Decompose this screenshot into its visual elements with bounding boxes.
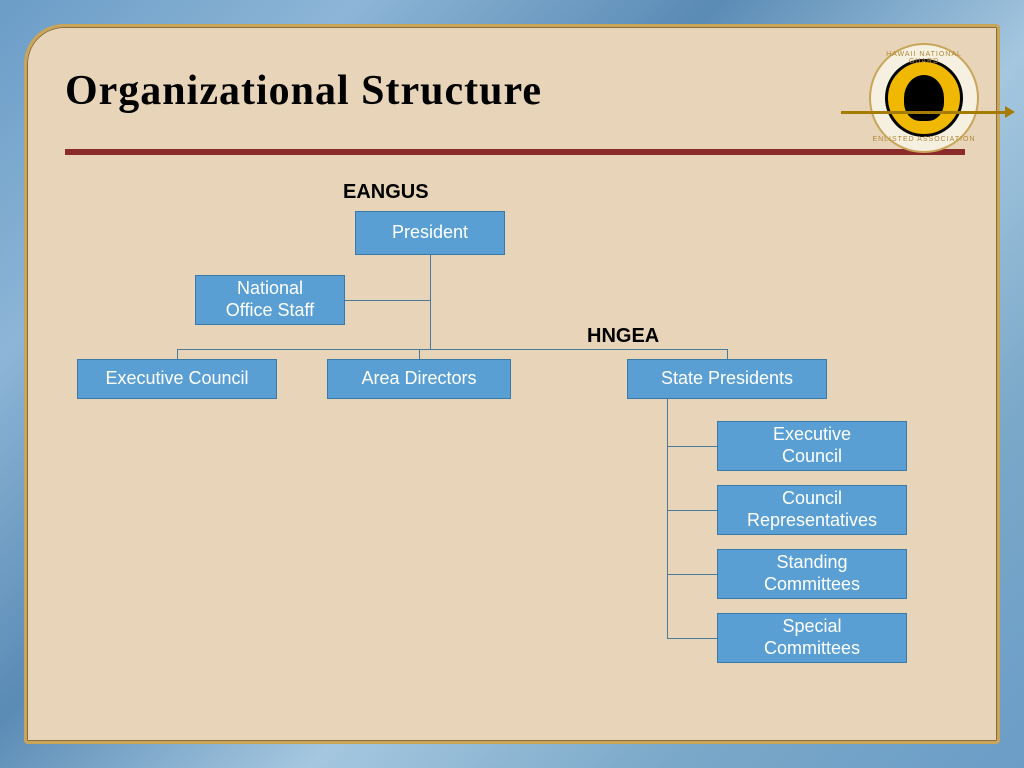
node-exec-council: Executive Council: [77, 359, 277, 399]
connector: [345, 300, 430, 301]
connector: [667, 574, 717, 575]
connector: [430, 255, 431, 349]
connector: [667, 510, 717, 511]
connector: [667, 638, 717, 639]
connector: [177, 349, 178, 359]
node-nat-office-staff: NationalOffice Staff: [195, 275, 345, 325]
connector: [667, 399, 668, 638]
node-standing-comm: StandingCommittees: [717, 549, 907, 599]
node-council-reps: CouncilRepresentatives: [717, 485, 907, 535]
node-state-presidents: State Presidents: [627, 359, 827, 399]
node-area-directors: Area Directors: [327, 359, 511, 399]
node-hngea-exec: ExecutiveCouncil: [717, 421, 907, 471]
connector: [177, 349, 727, 350]
hngea-label: HNGEA: [587, 325, 659, 348]
connector: [727, 349, 728, 359]
slide-frame: Organizational Structure HAWAII NATIONAL…: [24, 24, 1000, 744]
connector: [667, 446, 717, 447]
org-chart: EANGUS HNGEA PresidentNationalOffice Staff…: [27, 27, 997, 741]
eangus-label: EANGUS: [343, 181, 429, 204]
node-president: President: [355, 211, 505, 255]
connector: [419, 349, 420, 359]
node-special-comm: SpecialCommittees: [717, 613, 907, 663]
